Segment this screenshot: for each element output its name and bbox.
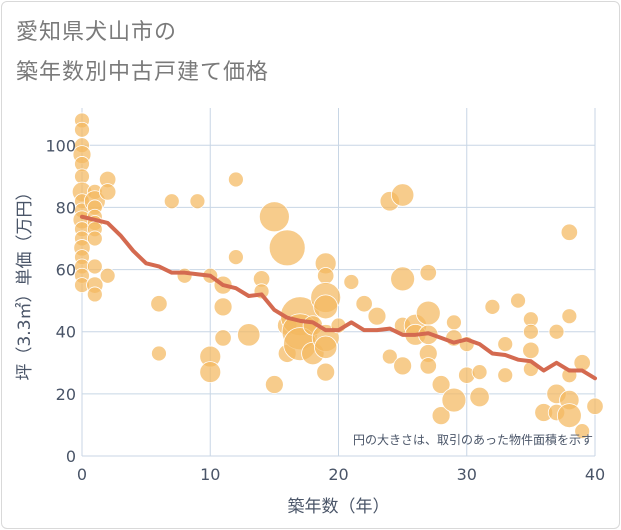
bubble-point <box>548 323 565 340</box>
bubble-point <box>390 183 415 207</box>
bubble-point <box>213 297 233 317</box>
chart-title-line-1: 愛知県犬山市の <box>16 20 178 45</box>
bubble-point <box>316 362 336 382</box>
bubble-point <box>471 364 488 381</box>
bubble-point <box>510 292 526 309</box>
bubble-point <box>150 295 168 313</box>
bubble-point <box>163 193 180 210</box>
y-tick-label: 80 <box>56 198 76 217</box>
y-tick-label: 100 <box>45 136 76 155</box>
bubble-point <box>313 294 339 320</box>
chart-title-line-2: 築年数別中古戸建て価格 <box>16 60 270 85</box>
bubble-point <box>560 223 578 241</box>
x-tick-label: 40 <box>585 465 605 484</box>
bubble-point <box>574 423 591 440</box>
average-line-series <box>80 214 597 381</box>
bubble-point <box>381 348 398 365</box>
bubble-point <box>522 341 540 360</box>
y-tick-label: 0 <box>66 447 76 466</box>
x-tick-label: 0 <box>77 465 87 484</box>
x-tick-label: 10 <box>200 465 220 484</box>
bubble-point <box>431 375 451 394</box>
bubble-point <box>415 300 441 326</box>
bubble-point <box>214 329 232 347</box>
y-tick-label: 20 <box>56 385 76 404</box>
bubble-point <box>199 361 222 384</box>
bubble-point <box>151 345 167 362</box>
bubble-point <box>469 386 490 408</box>
bubble-point <box>419 264 437 282</box>
bubble-point <box>497 336 514 353</box>
x-tick-label: 30 <box>457 465 477 484</box>
bubble-size-note: 円の大きさは、取引のあった物件面積を示す <box>353 432 593 447</box>
bubble-point <box>497 367 514 384</box>
bubble-point <box>86 286 103 303</box>
bubble-point <box>99 267 116 284</box>
bubble-point <box>355 295 373 313</box>
bubble-point <box>86 258 103 275</box>
bubble-point <box>586 397 604 415</box>
bubble-point <box>390 266 416 292</box>
y-tick-label: 40 <box>56 323 76 342</box>
bubble-point <box>264 375 284 394</box>
bubble-point <box>86 230 103 247</box>
bubble-point <box>367 306 387 326</box>
bubble-point <box>441 387 467 413</box>
bubble-point <box>431 406 451 426</box>
y-tick-label: 60 <box>56 261 76 280</box>
bubble-point <box>419 357 437 375</box>
bubble-point <box>74 121 90 138</box>
bubble-point <box>343 274 360 290</box>
bubble-point <box>258 201 290 233</box>
bubble-point <box>227 171 244 188</box>
bubble-point <box>556 403 582 429</box>
bubble-point <box>314 335 338 359</box>
x-tick-label: 20 <box>328 465 348 484</box>
bubble-point <box>99 183 117 201</box>
bubble-point <box>176 267 193 284</box>
y-axis-label: 坪（3.3㎡）単価（万円） <box>15 183 35 380</box>
bubble-point <box>561 308 578 325</box>
bubble-point <box>522 323 539 340</box>
bubble-point <box>237 323 261 347</box>
axis-ticks: 0 10 20 30 40 0 20 40 60 80 100 <box>45 136 605 484</box>
average-price-line <box>80 214 597 381</box>
x-axis-label: 築年数（年） <box>288 497 390 517</box>
bubble-point <box>227 249 244 266</box>
bubble-point <box>317 267 335 285</box>
bubble-point <box>268 229 306 267</box>
bubble-point <box>393 356 413 376</box>
bubble-point <box>484 298 501 315</box>
bubble-point <box>446 314 462 331</box>
bubble-point <box>189 193 206 210</box>
bubble-point <box>74 168 90 185</box>
